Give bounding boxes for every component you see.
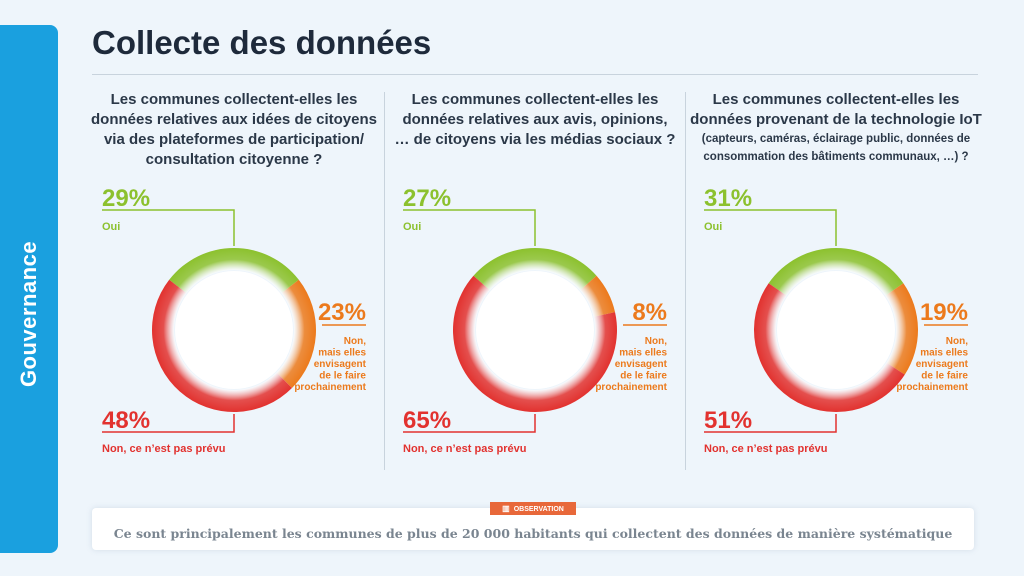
leader-line [102, 209, 235, 246]
data-label-envisagent: 19% [920, 299, 968, 326]
legend-label-non: Non, ce n’est pas prévu [102, 443, 225, 455]
chart-panel-3: Les communes collectent-elles les donnée… [686, 90, 986, 470]
side-tab-label: Gouvernance [16, 240, 41, 388]
legend-label-non: Non, ce n’est pas prévu [704, 443, 827, 455]
leader-line [403, 209, 536, 246]
legend-label-envisagent: prochainement [595, 382, 667, 393]
donut-slice [152, 279, 292, 412]
chart-title: Les communes collectent-elles les donnée… [394, 91, 676, 148]
legend-label-envisagent: envisagent [916, 359, 969, 370]
observation-box: Ce sont principalement les communes de p… [92, 508, 974, 550]
observation-text: Ce sont principalement les communes de p… [113, 526, 953, 541]
donut-hole [175, 271, 293, 389]
data-label-oui: 27% [403, 185, 451, 212]
page-title: Collecte des données [92, 24, 432, 61]
chart-subtitle: (capteurs, caméras, éclairage public, do… [701, 133, 971, 163]
chart-title: Les communes collectent-elles les donnée… [686, 90, 986, 166]
donut-hole [777, 271, 895, 389]
chart-panel-2: Les communes collectent-elles les donnée… [385, 90, 685, 470]
donut-slice [169, 248, 299, 294]
donut-slice [473, 248, 597, 291]
leader-line [704, 414, 837, 433]
legend-label-envisagent: Non, [645, 336, 667, 347]
chart-title: Les communes collectent-elles les donnée… [91, 91, 377, 168]
legend-label-envisagent: mais elles [619, 348, 667, 359]
donut-slice [580, 275, 616, 317]
legend-label-envisagent: Non, [344, 336, 366, 347]
data-label-non: 65% [403, 407, 451, 434]
observation-badge-label: OBSERVATION [513, 506, 564, 513]
legend-label-envisagent: de le faire [620, 371, 667, 382]
donut-hole [476, 271, 594, 389]
side-tab[interactable]: Gouvernance [0, 25, 58, 553]
legend-label-envisagent: envisagent [615, 359, 668, 370]
donut-slice [276, 279, 316, 388]
legend-label-envisagent: mais elles [318, 348, 366, 359]
donut-slice [885, 283, 918, 375]
legend-label-oui: Oui [403, 221, 421, 233]
data-label-oui: 29% [102, 185, 150, 212]
legend-label-non: Non, ce n’est pas prévu [403, 443, 526, 455]
data-label-non: 48% [102, 407, 150, 434]
chart-icon: ▥ [502, 504, 510, 513]
donut-slice [453, 275, 617, 412]
legend-label-envisagent: prochainement [294, 382, 366, 393]
observation-badge: ▥ OBSERVATION [490, 502, 576, 515]
leader-line [102, 414, 235, 433]
legend-label-envisagent: envisagent [314, 359, 367, 370]
column-divider [685, 92, 686, 470]
data-label-oui: 31% [704, 185, 752, 212]
legend-label-envisagent: Non, [946, 336, 968, 347]
chart-title-main: Les communes collectent-elles les donnée… [690, 91, 982, 128]
legend-label-oui: Oui [102, 221, 120, 233]
data-label-non: 51% [704, 407, 752, 434]
legend-label-envisagent: de le faire [921, 371, 968, 382]
title-divider [92, 74, 978, 75]
leader-line [403, 414, 536, 433]
legend-label-envisagent: mais elles [920, 348, 968, 359]
legend-label-oui: Oui [704, 221, 722, 233]
donut-slice [753, 283, 905, 413]
chart-panel-1: Les communes collectent-elles les donnée… [84, 90, 384, 470]
data-label-envisagent: 8% [632, 299, 667, 326]
column-divider [384, 92, 385, 470]
donut-slice [768, 248, 904, 296]
legend-label-envisagent: de le faire [319, 371, 366, 382]
legend-label-envisagent: prochainement [896, 382, 968, 393]
data-label-envisagent: 23% [318, 299, 366, 326]
leader-line [704, 209, 837, 246]
